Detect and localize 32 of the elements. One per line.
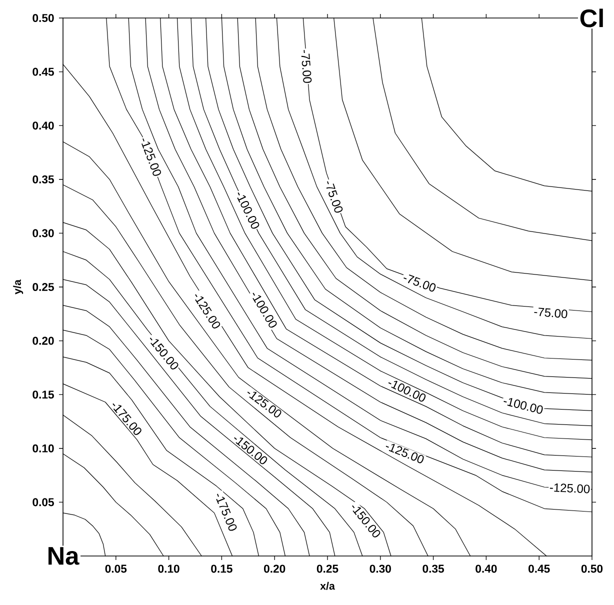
annotation: Cl	[580, 8, 603, 28]
annotation: -100.00	[504, 398, 543, 414]
x-tick-label: 0.50	[581, 564, 603, 573]
x-tick-label: 0.45	[528, 564, 550, 573]
y-tick-label: 0.10	[32, 444, 54, 452]
x-axis-title: x/a	[320, 582, 335, 590]
y-axis-title: y/a	[13, 280, 24, 294]
y-tick-label: 0.05	[32, 498, 54, 506]
y-tick-label: 0.50	[32, 14, 54, 22]
annotation: Na	[48, 547, 80, 565]
annotation: -125.00	[142, 138, 161, 176]
annotation: -75.00	[301, 50, 312, 83]
y-tick-label: 0.30	[32, 229, 54, 238]
x-tick-label: 0.05	[105, 564, 127, 573]
x-tick-label: 0.20	[264, 564, 286, 573]
annotation: -75.00	[404, 274, 436, 292]
annotation: -125.00	[386, 444, 424, 464]
y-tick-label: 0.35	[32, 175, 54, 184]
x-tick-label: 0.30	[370, 564, 391, 573]
x-tick-label: 0.40	[476, 564, 497, 573]
y-tick-label: 0.40	[32, 122, 54, 130]
x-tick-label: 0.10	[158, 564, 180, 573]
x-tick-label: 0.35	[422, 564, 444, 573]
y-tick-label: 0.45	[32, 68, 54, 76]
annotation: -75.00	[534, 308, 568, 318]
x-tick-label: 0.25	[316, 564, 338, 573]
annotation: -75.00	[326, 181, 343, 213]
y-tick-label: 0.25	[32, 282, 54, 291]
y-tick-label: 0.15	[32, 390, 54, 399]
annotation: -125.00	[550, 483, 590, 494]
x-tick-label: 0.15	[211, 564, 232, 573]
y-tick-label: 0.20	[32, 336, 54, 345]
